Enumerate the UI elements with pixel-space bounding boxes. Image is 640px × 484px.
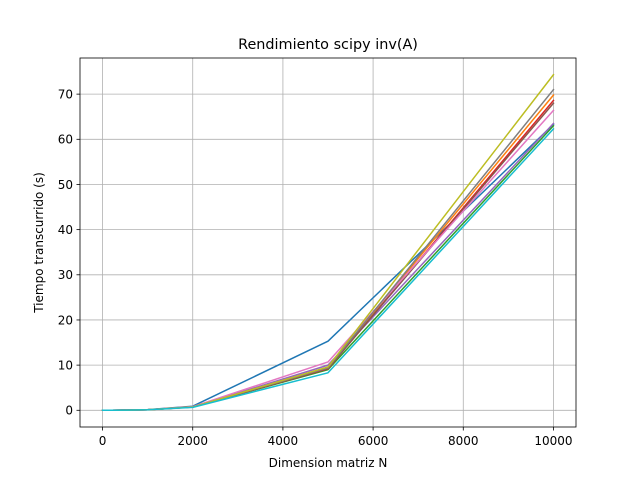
chart-title: Rendimiento scipy inv(A) (238, 37, 418, 53)
x-tick-label: 10000 (534, 434, 572, 448)
y-tick-label: 40 (58, 223, 73, 237)
y-axis-label: Tiempo transcurrido (s) (32, 172, 46, 314)
y-tick-label: 0 (65, 404, 73, 418)
x-tick-label: 0 (99, 434, 107, 448)
x-tick-label: 4000 (268, 434, 299, 448)
series-lines (101, 73, 555, 412)
y-tick-label: 30 (58, 268, 73, 282)
y-tick-label: 10 (58, 358, 73, 372)
y-tick-label: 60 (58, 133, 73, 147)
y-tick-label: 50 (58, 178, 73, 192)
y-tick-label: 20 (58, 313, 73, 327)
grid (80, 58, 576, 427)
ticks: 0 2000 4000 6000 8000 10000 0 10 20 30 40 50 60 70 (58, 87, 573, 448)
x-tick-label: 2000 (177, 434, 208, 448)
x-tick-label: 8000 (448, 434, 479, 448)
x-axis-label: Dimension matriz N (269, 456, 388, 470)
y-tick-label: 70 (58, 87, 73, 101)
axes-frame (79, 57, 577, 428)
series-line-10 (101, 127, 555, 412)
x-tick-label: 6000 (358, 434, 389, 448)
